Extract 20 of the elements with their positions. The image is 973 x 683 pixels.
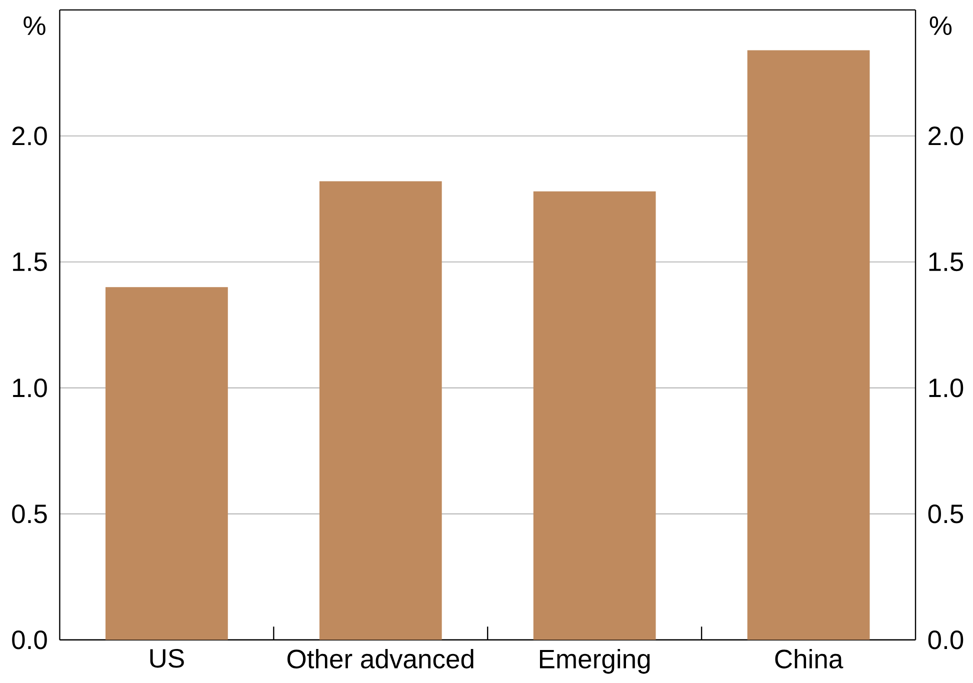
y-tick-label: 1.5 xyxy=(13,252,47,272)
y2-tick-label: 0.0 xyxy=(928,630,964,650)
y2-tick-label: 1.0 xyxy=(929,378,964,398)
bar xyxy=(533,192,656,640)
y-axis-title: % xyxy=(24,16,46,36)
y-tick-label: 0.5 xyxy=(12,504,47,524)
x-tick-label: Other advanced xyxy=(287,649,474,669)
y-tick-label: 0.0 xyxy=(12,630,47,650)
y2-tick-label: 0.5 xyxy=(928,504,964,524)
x-tick-label: US xyxy=(150,649,184,668)
x-tick-label: Emerging xyxy=(540,649,650,674)
y2-tick-label: 2.0 xyxy=(928,126,964,146)
bar xyxy=(105,287,228,640)
y-tick-label: 2.0 xyxy=(12,126,47,146)
bar xyxy=(319,182,442,640)
x-tick-label: China xyxy=(775,649,844,669)
bar xyxy=(747,50,870,640)
y-tick-label: 1.0 xyxy=(13,378,47,398)
y2-axis-title: % xyxy=(930,16,952,36)
y2-tick-label: 1.5 xyxy=(929,252,964,272)
